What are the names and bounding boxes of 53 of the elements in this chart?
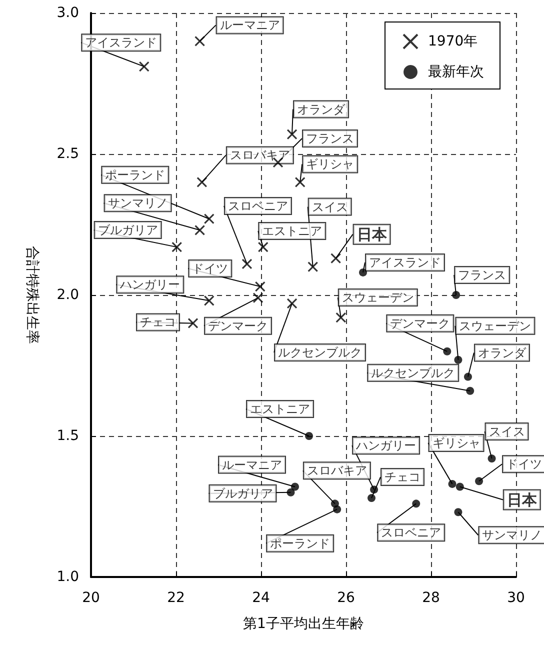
annotation: オランダ <box>478 346 527 360</box>
annotation: ドイツ <box>192 262 228 276</box>
annotation: オランダ <box>297 102 346 116</box>
annotation: エストニア <box>262 224 322 238</box>
legend-label: 最新年次 <box>428 64 484 80</box>
annotation: ポーランド <box>270 536 330 550</box>
y-tick-label: 2.0 <box>56 287 79 303</box>
annotation: ギリシャ <box>432 436 480 450</box>
annotation: ポーランド <box>105 168 166 182</box>
annotation: 日本 <box>506 490 538 509</box>
annotation: チェコ <box>140 315 176 330</box>
annotation: スロベニア <box>228 198 288 213</box>
annotation: エストニア <box>250 402 310 416</box>
y-tick-label: 1.0 <box>56 569 79 585</box>
annotation: スウェーデン <box>342 290 414 305</box>
annotation: スロバキア <box>230 148 290 162</box>
x-axis-title: 第1子平均出生年齢 <box>243 616 364 632</box>
annotation: フランス <box>306 131 354 146</box>
annotation: サンマリノ <box>482 528 542 542</box>
annotation: アイスランド <box>369 255 441 270</box>
annotation: デンマーク <box>390 316 450 330</box>
y-tick-label: 2.5 <box>56 146 79 162</box>
annotation: スイス <box>312 200 348 214</box>
annotation: スウェーデン <box>459 318 532 333</box>
annotation: サンマリノ <box>108 196 168 210</box>
annotation: デンマーク <box>208 318 268 333</box>
annotation: ルーマニア <box>220 18 280 32</box>
annotation: ドイツ <box>506 457 542 472</box>
annotation: ルーマニア <box>222 458 282 472</box>
annotation: ハンガリー <box>355 438 416 453</box>
annotation: 日本 <box>356 225 388 244</box>
annotation: チェコ <box>384 470 420 484</box>
annotation: ハンガリー <box>119 278 180 292</box>
annotation: ギリシャ <box>306 157 354 172</box>
x-tick-label: 22 <box>167 590 185 606</box>
y-tick-label: 1.5 <box>56 428 79 444</box>
legend-label: 1970年 <box>428 34 478 50</box>
annotation: アイスランド <box>85 36 158 50</box>
x-tick-label: 26 <box>337 590 355 606</box>
annotation: ブルガリア <box>98 223 158 238</box>
x-tick-label: 30 <box>507 590 525 606</box>
annotation: ルクセンブルク <box>278 345 362 360</box>
annotation: スイス <box>488 424 525 439</box>
y-tick-label: 3.0 <box>56 5 79 21</box>
y-axis-title: 合計特殊出生率 <box>24 246 40 344</box>
annotation: スロバキア <box>306 464 367 478</box>
annotation: スロベニア <box>381 526 442 540</box>
x-tick-label: 28 <box>422 590 440 606</box>
annotation: フランス <box>458 268 506 282</box>
annotation: ルクセンブルク <box>371 366 456 380</box>
x-tick-label: 24 <box>252 590 270 606</box>
x-tick-label: 20 <box>82 590 100 606</box>
annotation: ブルガリア <box>212 486 273 500</box>
